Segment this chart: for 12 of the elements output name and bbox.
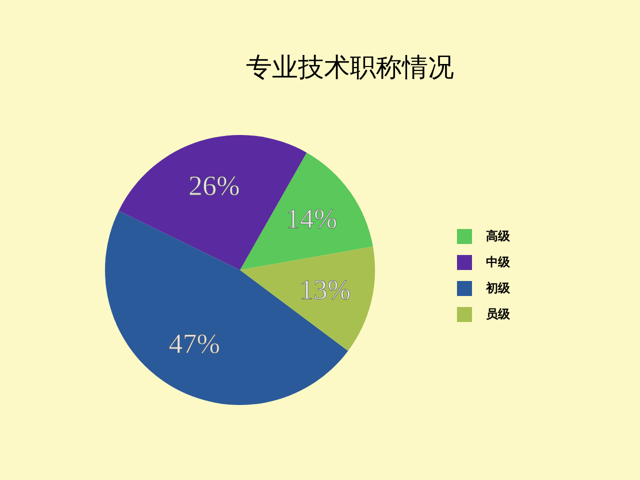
legend-label: 高级 — [486, 228, 510, 244]
data-label: 13% — [299, 274, 351, 306]
data-label: 47% — [168, 329, 220, 360]
data-label: 14% — [286, 204, 338, 236]
data-label: 26% — [188, 170, 240, 202]
legend-label: 中级 — [486, 254, 510, 270]
pie-slice — [105, 210, 348, 405]
legend-label: 初级 — [486, 280, 510, 296]
legend-label: 员级 — [486, 306, 510, 322]
pie-slice — [240, 246, 375, 351]
pie-slice — [240, 152, 373, 270]
chart-title: 专业技术职称情况 — [245, 52, 455, 85]
